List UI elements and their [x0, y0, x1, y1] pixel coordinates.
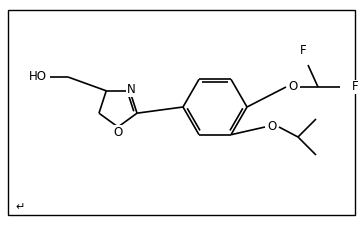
Text: F: F	[300, 43, 306, 56]
Text: F: F	[352, 81, 358, 94]
Text: O: O	[268, 121, 277, 133]
Text: N: N	[126, 83, 135, 96]
Text: HO: HO	[29, 70, 47, 83]
Text: O: O	[288, 81, 298, 94]
Text: O: O	[113, 126, 123, 139]
Text: ↵: ↵	[15, 202, 25, 212]
